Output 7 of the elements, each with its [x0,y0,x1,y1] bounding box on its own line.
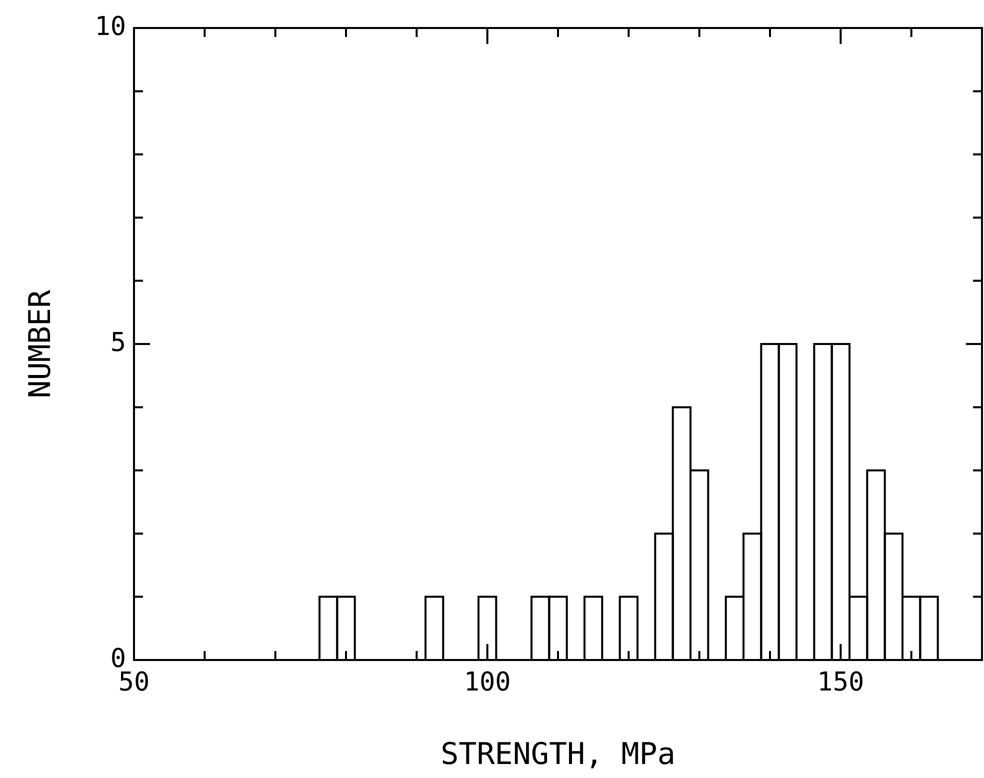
y-tick-label: 10 [94,12,126,42]
y-axis-title: NUMBER [22,288,58,398]
y-tick-label: 5 [110,328,126,358]
x-tick-label: 50 [118,667,150,698]
x-tick-label: 150 [817,667,864,698]
x-axis-title: STRENGTH, MPa [440,736,676,772]
x-tick-label: 100 [464,667,511,698]
